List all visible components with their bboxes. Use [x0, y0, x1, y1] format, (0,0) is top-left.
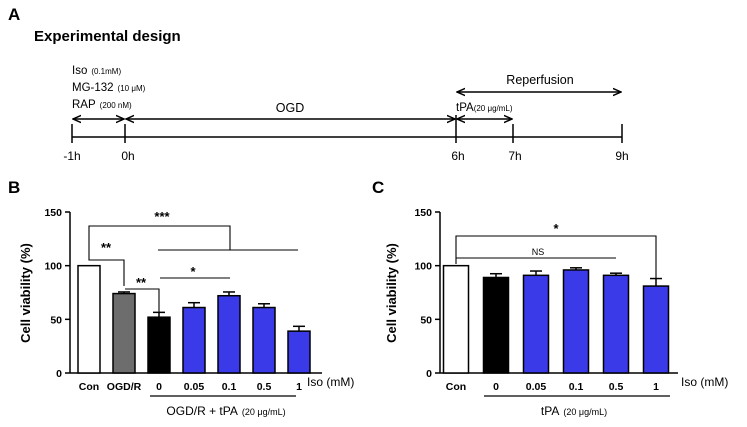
panel-b: B Cell viability (%) 0 50 100 150 Con OGD/R 0 0…: [8, 178, 354, 418]
x-tick-label: OGD/R: [107, 381, 142, 393]
significance-label: ***: [154, 209, 170, 224]
significance-label: **: [101, 240, 112, 255]
significance-label: **: [136, 275, 147, 290]
significance-bracket: [89, 226, 298, 251]
y-tick-label: 100: [44, 261, 62, 273]
panel-b-group-label: OGD/R + tPA (20 μg/mL): [166, 404, 285, 418]
y-tick-label: 0: [56, 368, 62, 380]
panel-c-ylabel: Cell viability (%): [384, 243, 399, 343]
y-tick-label: 150: [414, 207, 432, 219]
x-tick-label: 1: [653, 381, 659, 393]
bar: [148, 317, 170, 373]
x-tick-label: 0: [156, 381, 162, 393]
x-tick-label: 0.1: [569, 381, 584, 393]
panel-c-chart: 0 50 100 150 Con 0 0.05 0.1 0.5 1 NS *: [414, 207, 678, 393]
bar: [253, 308, 275, 373]
panel-c: C Cell viability (%) 0 50 100 150 Con 0 0.05 0.…: [372, 178, 728, 418]
y-tick-label: 50: [50, 314, 62, 326]
bar: [444, 266, 469, 373]
reperfusion-label: Reperfusion: [506, 73, 573, 87]
x-tick-label: 0.5: [257, 381, 272, 393]
ogd-label: OGD: [276, 101, 304, 115]
significance-label: *: [190, 264, 196, 279]
x-tick-label: Con: [446, 381, 466, 393]
bar: [288, 331, 310, 373]
timepoint-label: -1h: [63, 149, 80, 163]
x-tick-label: 0: [493, 381, 499, 393]
bar: [644, 286, 669, 373]
x-tick-label: 1: [296, 381, 302, 393]
bar: [604, 275, 629, 373]
panel-c-label: C: [372, 178, 384, 197]
timepoint-label: 9h: [615, 149, 628, 163]
drug-rap-label: RAP (200 nM): [72, 99, 132, 111]
panel-c-x-unit: Iso (mM): [681, 375, 728, 389]
x-tick-label: 0.5: [609, 381, 624, 393]
panel-b-ylabel: Cell viability (%): [18, 243, 33, 343]
y-tick-label: 100: [414, 261, 432, 273]
panel-c-group-label: tPA (20 μg/mL): [541, 404, 607, 418]
panel-a-label: A: [8, 5, 20, 24]
bar: [484, 277, 509, 373]
drug-mg132-label: MG-132 (10 μM): [72, 82, 146, 94]
panel-b-x-unit: Iso (mM): [307, 375, 354, 389]
panel-a: A Experimental design Iso (0.1mM) MG-132(…: [8, 5, 629, 163]
tpa-label: tPA(20 μg/mL): [456, 102, 513, 114]
bar: [524, 275, 549, 373]
bar: [183, 308, 205, 373]
y-tick-label: 50: [420, 314, 432, 326]
bar: [218, 296, 240, 373]
bar: [564, 270, 589, 373]
significance-label: NS: [532, 247, 545, 257]
bar: [78, 266, 100, 373]
significance-label: *: [553, 221, 559, 236]
timepoint-label: 0h: [121, 149, 134, 163]
drug-iso-label: Iso (0.1mM): [72, 65, 121, 77]
timepoint-label: 6h: [451, 149, 464, 163]
y-tick-label: 0: [426, 368, 432, 380]
panel-b-label: B: [8, 178, 20, 197]
y-tick-label: 150: [44, 207, 62, 219]
x-tick-label: Con: [79, 381, 99, 393]
panel-a-title: Experimental design: [34, 28, 181, 45]
x-tick-label: 0.1: [222, 381, 237, 393]
bar: [113, 294, 135, 373]
x-tick-label: 0.05: [184, 381, 205, 393]
x-tick-label: 0.05: [526, 381, 547, 393]
timepoint-label: 7h: [508, 149, 521, 163]
